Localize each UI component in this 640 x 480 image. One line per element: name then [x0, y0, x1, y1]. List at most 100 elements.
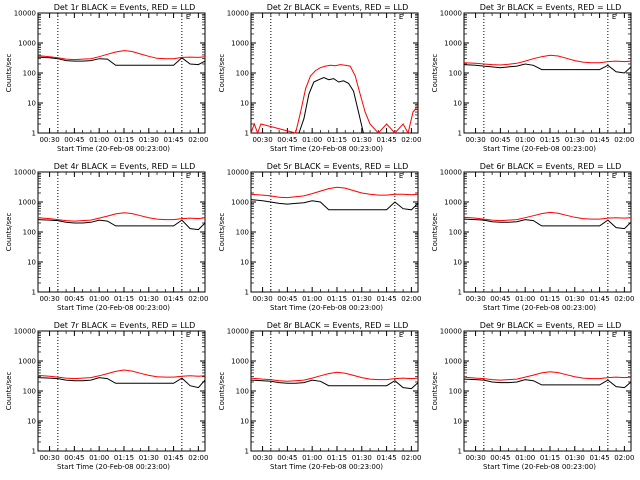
x-tick-label: 00:45	[490, 454, 510, 462]
y-tick-label: 10000	[440, 10, 462, 18]
x-tick-label: 01:45	[163, 136, 183, 144]
x-tick-label: 01:00	[302, 454, 322, 462]
y-tick-label: 10	[240, 100, 249, 108]
y-tick-label: 100	[236, 229, 249, 237]
y-tick-label: 1000	[18, 40, 36, 48]
x-tick-label: 00:30	[465, 136, 485, 144]
x-axis-label: Start Time (20-Feb-08 00:23:00)	[270, 463, 383, 471]
x-tick-label: 00:45	[64, 295, 84, 303]
y-axis-label: Counts/sec	[218, 372, 226, 411]
x-tick-label: 01:30	[352, 454, 372, 462]
chart-title: Det 9r BLACK = Events, RED = LLD	[480, 321, 622, 330]
x-tick-label: 00:30	[465, 295, 485, 303]
y-tick-label: 10	[453, 418, 462, 426]
y-tick-label: 100	[23, 229, 36, 237]
x-tick-label: 00:45	[277, 295, 297, 303]
y-tick-label: 10	[27, 259, 36, 267]
chart-title: Det 1r BLACK = Events, RED = LLD	[54, 3, 196, 12]
x-tick-label: 02:00	[614, 295, 634, 303]
plot-frame	[250, 330, 419, 452]
chart-title: Det 3r BLACK = Events, RED = LLD	[480, 3, 622, 12]
x-tick-label: 01:00	[89, 136, 109, 144]
plot-frame	[463, 330, 632, 452]
plot-frame	[463, 171, 632, 293]
chart-panel: Det 3r BLACK = Events, RED = LLD 1 10 100 10…	[431, 3, 634, 153]
x-axis-label: Start Time (20-Feb-08 00:23:00)	[483, 463, 596, 471]
chart-title: Det 7r BLACK = Events, RED = LLD	[54, 321, 196, 330]
y-tick-label: 1000	[444, 358, 462, 366]
x-tick-label: 02:00	[614, 136, 634, 144]
y-tick-label: 100	[23, 70, 36, 78]
series-line-events	[37, 56, 206, 66]
y-tick-label: 10	[240, 418, 249, 426]
y-axis-label: Counts/sec	[5, 372, 13, 411]
y-tick-label: 10000	[227, 328, 249, 336]
y-tick-label: 10000	[440, 169, 462, 177]
x-tick-label: 02:00	[188, 454, 208, 462]
y-axis-label: Counts/sec	[5, 213, 13, 252]
y-tick-label: 1	[32, 448, 36, 456]
x-tick-label: 00:30	[252, 295, 272, 303]
chart-title: Det 8r BLACK = Events, RED = LLD	[267, 321, 409, 330]
x-tick-label: 01:30	[565, 454, 585, 462]
x-tick-label: 01:00	[302, 295, 322, 303]
x-tick-label: 01:00	[515, 136, 535, 144]
chart-title: Det 5r BLACK = Events, RED = LLD	[267, 162, 409, 171]
series-line-events	[37, 219, 206, 231]
series-line-events	[463, 63, 632, 74]
series-line-events	[37, 377, 206, 389]
chart-panel: Det 9r BLACK = Events, RED = LLD 1 10 100 10…	[431, 321, 634, 471]
series-line-events	[250, 379, 419, 390]
x-tick-label: 01:30	[139, 136, 159, 144]
x-tick-label: 01:45	[376, 454, 396, 462]
y-tick-label: 10000	[14, 169, 36, 177]
x-tick-label: 01:30	[139, 295, 159, 303]
series-line-lld	[463, 371, 632, 381]
plot-frame	[463, 12, 632, 134]
x-tick-label: 02:00	[401, 136, 421, 144]
y-tick-label: 10000	[227, 169, 249, 177]
series-line-lld	[250, 186, 419, 199]
y-tick-label: 100	[449, 70, 462, 78]
chart-panel: Det 5r BLACK = Events, RED = LLD 1 10 100 10…	[218, 162, 421, 312]
series-line-lld	[250, 64, 419, 135]
x-tick-label: 00:45	[490, 136, 510, 144]
x-tick-label: 01:30	[352, 136, 372, 144]
chart-panel: Det 2r BLACK = Events, RED = LLD 1 10 100 10…	[218, 3, 421, 153]
chart-panel: Det 7r BLACK = Events, RED = LLD 1 10 100 10…	[5, 321, 208, 471]
x-tick-label: 01:30	[565, 295, 585, 303]
x-tick-label: 01:45	[589, 454, 609, 462]
event-marker-label: E	[612, 172, 616, 180]
event-marker-label: E	[186, 13, 190, 21]
x-tick-label: 01:45	[589, 295, 609, 303]
x-tick-label: 02:00	[614, 454, 634, 462]
x-axis-label: Start Time (20-Feb-08 00:23:00)	[270, 145, 383, 153]
y-tick-label: 1000	[18, 199, 36, 207]
y-tick-label: 100	[236, 388, 249, 396]
y-tick-label: 10	[240, 259, 249, 267]
series-line-lld	[37, 369, 206, 380]
chart-title: Det 4r BLACK = Events, RED = LLD	[54, 162, 196, 171]
series-line-lld	[37, 212, 206, 222]
event-marker-label: E	[399, 331, 403, 339]
series-line-lld	[463, 211, 632, 222]
x-tick-label: 01:00	[515, 454, 535, 462]
y-tick-label: 100	[236, 70, 249, 78]
chart-panel: Det 6r BLACK = Events, RED = LLD 1 10 100 10…	[431, 162, 634, 312]
y-axis-label: Counts/sec	[5, 54, 13, 93]
y-tick-label: 100	[23, 388, 36, 396]
x-tick-label: 00:45	[64, 136, 84, 144]
plot-frame	[250, 171, 419, 293]
y-tick-label: 1	[32, 130, 36, 138]
chart-panel: Det 4r BLACK = Events, RED = LLD 1 10 100 10…	[5, 162, 208, 312]
x-tick-label: 01:45	[376, 295, 396, 303]
x-tick-label: 01:15	[114, 454, 134, 462]
x-tick-label: 01:00	[89, 454, 109, 462]
y-tick-label: 1000	[231, 358, 249, 366]
x-tick-label: 02:00	[188, 295, 208, 303]
chart-panel: Det 8r BLACK = Events, RED = LLD 1 10 100 10…	[218, 321, 421, 471]
x-tick-label: 01:30	[352, 295, 372, 303]
x-tick-label: 02:00	[188, 136, 208, 144]
